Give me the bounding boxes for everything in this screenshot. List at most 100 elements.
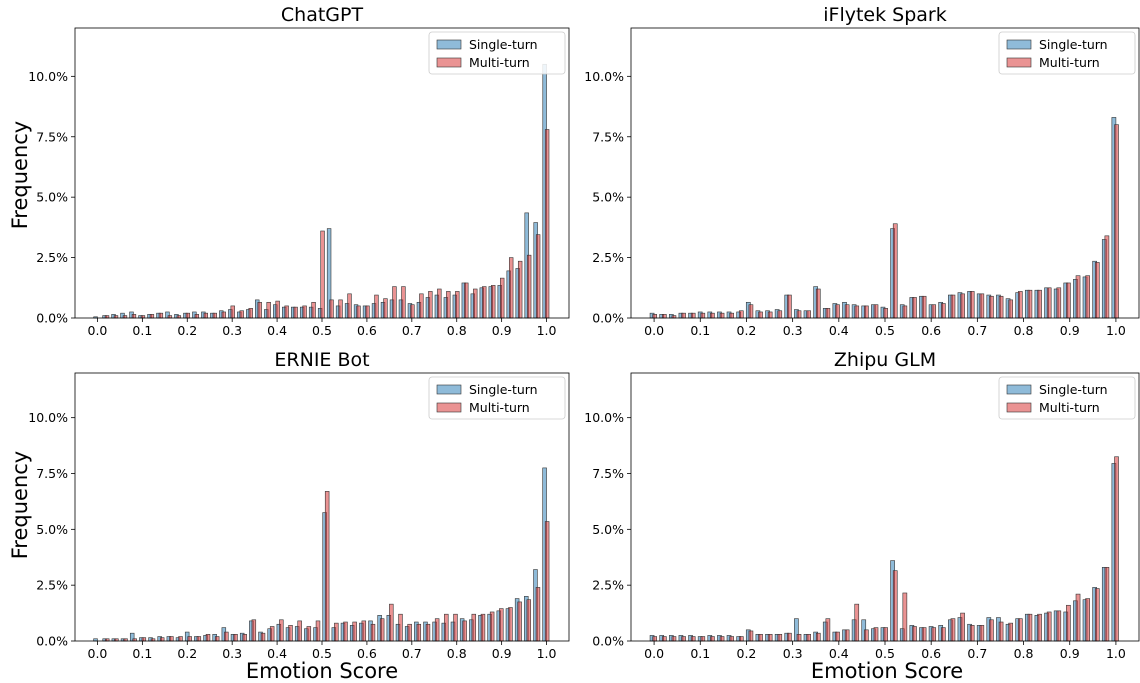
bar-multi-turn (1017, 618, 1023, 642)
bar-multi-turn (374, 294, 379, 319)
bar-multi-turn (500, 277, 505, 319)
bar-multi-turn (392, 286, 397, 319)
bar-multi-turn (407, 623, 412, 642)
bar-multi-turn (482, 286, 487, 319)
bar-multi-turn (1056, 287, 1062, 319)
legend-label-multi-turn: Multi-turn (469, 400, 530, 415)
y-tick-label: 2.5% (36, 578, 68, 593)
x-tick-label: 0.2 (737, 323, 757, 338)
bar-multi-turn (748, 304, 754, 319)
y-tick-label: 7.5% (36, 129, 68, 144)
legend-box (428, 31, 566, 75)
bar-multi-turn (835, 631, 840, 642)
bar-multi-turn (1104, 566, 1110, 642)
bar-multi-turn (931, 627, 937, 642)
legend-swatch-multi-turn (1006, 57, 1032, 68)
y-tick-label: 10.0% (584, 69, 624, 84)
bar-multi-turn (297, 620, 302, 642)
x-tick-label: 0.8 (1014, 323, 1034, 338)
y-tick-label: 10.0% (28, 410, 68, 425)
bar-multi-turn (1046, 611, 1052, 642)
x-tick-label: 0.8 (447, 323, 467, 338)
x-tick-label: 0.2 (177, 646, 197, 661)
bar-multi-turn (796, 633, 802, 642)
bar-multi-turn (806, 633, 811, 642)
legend-swatch-multi-turn (436, 402, 462, 413)
x-tick-label: 0.0 (644, 323, 664, 338)
x-tick-label: 0.7 (967, 323, 987, 338)
bar-multi-turn (526, 254, 532, 319)
bar-multi-turn (710, 636, 715, 642)
bar-multi-turn (462, 620, 467, 642)
x-tick-label: 0.5 (875, 323, 895, 338)
bar-multi-turn (214, 636, 220, 642)
bar-multi-turn (969, 291, 975, 319)
bar-multi-turn (873, 627, 879, 642)
bar-multi-turn (690, 312, 696, 319)
bar-multi-turn (825, 618, 831, 642)
bar-multi-turn (224, 631, 229, 642)
bar-multi-turn (158, 312, 164, 319)
bar-multi-turn (370, 623, 376, 642)
bar-multi-turn (892, 570, 898, 642)
bar-multi-turn (825, 308, 831, 319)
bar-multi-turn (480, 613, 486, 642)
bar-multi-turn (719, 312, 725, 319)
bar-multi-turn (652, 314, 658, 319)
bar-multi-turn (275, 300, 280, 319)
x-tick-label: 1.0 (1106, 646, 1126, 661)
bar-multi-turn (729, 312, 734, 319)
bars-group (93, 467, 550, 642)
x-tick-label: 0.1 (132, 646, 152, 661)
bar-multi-turn (883, 627, 888, 642)
chart-panel-ernie-bot: ERNIE Bot 0.0 0.1 0.2 0.3 0.4 0.5 0.6 0.7 0.8 0.9 1… (28, 349, 570, 661)
bar-multi-turn (700, 636, 706, 642)
bar-multi-turn (347, 293, 352, 319)
bar-multi-turn (1085, 275, 1090, 319)
bar-multi-turn (178, 636, 183, 642)
legend-box (998, 31, 1136, 75)
bar-multi-turn (989, 295, 994, 319)
x-tick-label: 0.5 (312, 646, 332, 661)
bar-multi-turn (661, 636, 667, 642)
bar-multi-turn (854, 603, 860, 642)
bar-multi-turn (738, 636, 744, 642)
legend: Single-turn Multi-turn (998, 31, 1136, 75)
legend-label-single-turn: Single-turn (1039, 37, 1108, 52)
y-tick-label: 5.0% (592, 522, 624, 537)
bar-multi-turn (205, 633, 211, 642)
bar-multi-turn (471, 613, 477, 642)
x-tick-label: 0.3 (222, 646, 242, 661)
bar-multi-turn (864, 629, 869, 642)
bar-multi-turn (526, 599, 532, 642)
bars-group (649, 117, 1119, 319)
bar-multi-turn (343, 621, 348, 642)
bar-multi-turn (941, 303, 946, 319)
legend-label-multi-turn: Multi-turn (1039, 400, 1100, 415)
bar-multi-turn (444, 613, 449, 642)
bar-multi-turn (508, 607, 513, 642)
bar-multi-turn (787, 294, 792, 319)
bar-multi-turn (535, 234, 541, 319)
y-tick-label: 0.0% (592, 311, 624, 326)
bar-multi-turn (854, 305, 860, 319)
bar-multi-turn (700, 312, 706, 319)
y-tick-label: 10.0% (584, 410, 624, 425)
bar-multi-turn (998, 295, 1004, 319)
x-tick-label: 0.0 (88, 646, 108, 661)
bar-multi-turn (758, 633, 763, 642)
bar-multi-turn (508, 257, 514, 319)
chart-panel-chatgpt: ChatGPT 0.0 0.1 0.2 0.3 0.4 0.5 0.6 0.7 0.8 0.9 1.0… (28, 4, 570, 338)
x-tick-label: 0.1 (132, 323, 152, 338)
legend-swatch-single-turn (1006, 39, 1032, 50)
bars-group (93, 63, 550, 319)
bar-multi-turn (1075, 593, 1081, 642)
x-tick-label: 0.3 (783, 646, 803, 661)
bar-multi-turn (960, 293, 965, 319)
bars-group (649, 456, 1119, 642)
chart-panel-zhipu-glm: Zhipu GLM 0.0 0.1 0.2 0.3 0.4 0.5 0.6 0.7 0.8 0.9 1… (584, 349, 1140, 661)
bar-multi-turn (969, 625, 975, 642)
legend-label-single-turn: Single-turn (469, 37, 538, 52)
x-tick-label: 0.7 (967, 646, 987, 661)
bar-multi-turn (455, 291, 460, 319)
